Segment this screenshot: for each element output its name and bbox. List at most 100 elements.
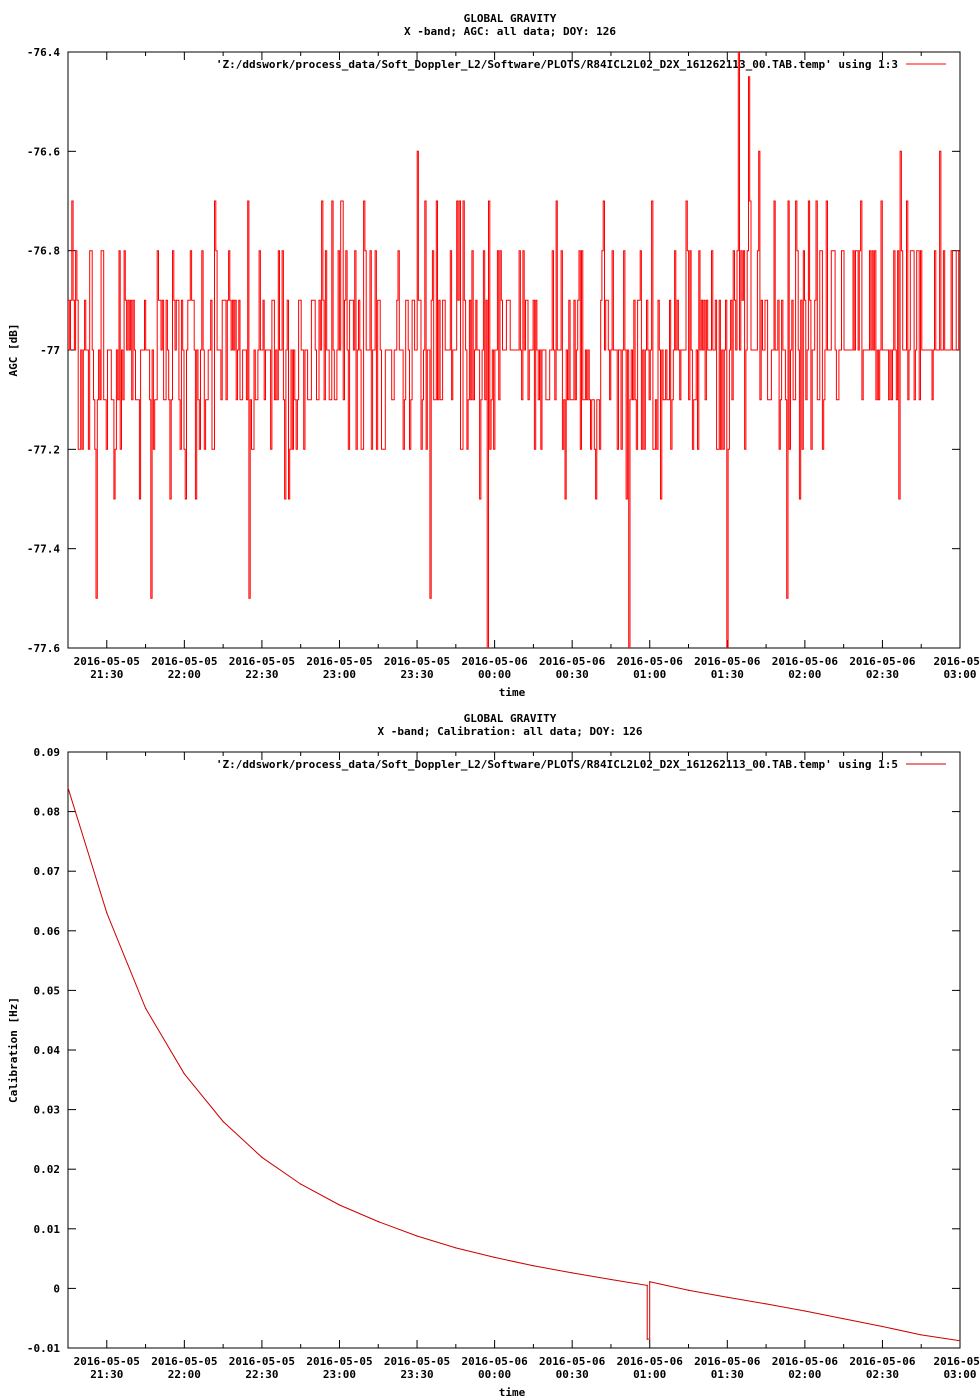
data-point	[494, 1256, 496, 1258]
data-point	[920, 1334, 922, 1336]
data-point	[338, 1204, 341, 1206]
y-tick-label: -77.4	[27, 543, 60, 556]
x-tick-time: 00:00	[478, 1368, 511, 1381]
x-tick-time: 22:30	[245, 668, 278, 681]
y-tick-label: -76.4	[27, 46, 60, 59]
x-tick-date: 2016-05-06	[772, 655, 839, 668]
x-tick-date: 2016-05-06	[849, 655, 916, 668]
data-point	[843, 1318, 845, 1320]
x-tick-date: 2016-05-05	[74, 655, 140, 668]
x-tick-time: 03:00	[943, 668, 976, 681]
x-tick-time: 02:30	[866, 668, 899, 681]
chart-subtitle: X -band; AGC: all data; DOY: 126	[404, 25, 616, 38]
series-line	[68, 787, 960, 1342]
data-point	[610, 1278, 612, 1281]
x-axis-label: time	[499, 686, 526, 699]
x-tick-time: 02:30	[866, 1368, 899, 1381]
x-tick-date: 2016-05-06	[539, 655, 606, 668]
y-tick-label: -76.8	[27, 245, 60, 258]
x-tick-date: 2016-05-06	[772, 1355, 839, 1368]
y-tick-label: 0.08	[34, 806, 61, 819]
x-tick-date: 2016-05-05	[384, 655, 450, 668]
y-tick-label: -77.2	[27, 443, 60, 456]
y-axis-label: Calibration [Hz]	[7, 997, 20, 1103]
x-tick-time: 23:30	[400, 1368, 433, 1381]
x-tick-date: 2016-05-05	[306, 1355, 372, 1368]
chart-subtitle: X -band; Calibration: all data; DOY: 126	[378, 725, 643, 738]
data-point	[455, 1247, 457, 1249]
x-tick-time: 23:00	[323, 1368, 356, 1381]
data-point	[222, 1120, 224, 1123]
x-tick-date: 2016-05-05	[384, 1355, 450, 1368]
y-tick-label: 0.06	[34, 925, 61, 938]
x-tick-date: 2016-05-06	[694, 1355, 761, 1368]
data-point	[106, 912, 108, 914]
x-tick-time: 00:00	[478, 668, 511, 681]
y-tick-label: 0.04	[34, 1044, 61, 1057]
x-tick-time: 02:00	[788, 1368, 821, 1381]
data-point	[646, 1338, 648, 1340]
y-tick-label: 0.01	[34, 1223, 61, 1236]
x-tick-date: 2016-05-05	[74, 1355, 140, 1368]
data-point	[145, 1007, 147, 1009]
x-tick-time: 01:00	[633, 668, 666, 681]
legend-label: 'Z:/ddswork/process_data/Soft_Doppler_L2…	[216, 58, 898, 71]
x-axis-label: time	[499, 1386, 526, 1399]
data-point	[765, 1303, 767, 1305]
x-tick-date: 2016-05-06	[461, 655, 528, 668]
data-point	[881, 1325, 884, 1328]
data-point	[571, 1272, 573, 1274]
data-point	[67, 787, 69, 789]
x-tick-time: 01:30	[711, 1368, 744, 1381]
x-tick-time: 02:00	[788, 668, 821, 681]
plot-frame	[67, 751, 961, 1349]
y-tick-label: -77.6	[27, 642, 60, 655]
x-tick-time: 21:30	[90, 668, 123, 681]
x-tick-date: 2016-05-06	[694, 655, 761, 668]
series-line	[68, 52, 960, 648]
x-tick-date: 2016-05-05	[306, 655, 372, 668]
x-tick-time: 21:30	[90, 1368, 123, 1381]
data-point	[646, 1284, 648, 1286]
y-tick-label: 0	[53, 1282, 60, 1295]
x-tick-time: 01:00	[633, 1368, 666, 1381]
x-tick-date: 2016-05-05	[229, 1355, 295, 1368]
data-point	[649, 1281, 651, 1283]
y-tick-label: 0.07	[34, 865, 61, 878]
x-tick-date: 2016-05-06	[617, 655, 684, 668]
y-tick-label: 0.02	[34, 1163, 61, 1176]
x-tick-date: 2016-05-06	[849, 1355, 916, 1368]
x-tick-time: 22:00	[168, 668, 201, 681]
y-tick-label: 0.03	[34, 1104, 61, 1117]
y-tick-label: 0.05	[34, 984, 61, 997]
data-point	[687, 1289, 690, 1291]
legend-label: 'Z:/ddswork/process_data/Soft_Doppler_L2…	[216, 758, 898, 771]
data-point	[377, 1221, 379, 1223]
x-tick-date: 2016-05-05	[229, 655, 295, 668]
x-tick-time: 22:00	[168, 1368, 201, 1381]
data-point	[649, 1338, 651, 1340]
data-point	[532, 1265, 535, 1267]
x-tick-time: 00:30	[556, 1368, 589, 1381]
x-tick-date: 2016-05-	[934, 655, 980, 668]
x-tick-date: 2016-05-05	[151, 655, 217, 668]
chart-title: GLOBAL GRAVITY	[464, 12, 557, 25]
data-point	[804, 1310, 806, 1312]
data-point	[959, 1340, 961, 1342]
x-tick-time: 23:00	[323, 668, 356, 681]
data-point	[183, 1073, 185, 1075]
y-tick-label: -77	[40, 344, 60, 357]
data-point	[300, 1183, 302, 1185]
x-tick-time: 03:00	[943, 1368, 976, 1381]
y-axis-label: AGC [dB]	[7, 324, 20, 377]
x-tick-time: 23:30	[400, 668, 433, 681]
data-point	[726, 1296, 728, 1298]
data-point	[416, 1235, 418, 1237]
y-tick-label: -0.01	[27, 1342, 60, 1355]
y-tick-label: 0.09	[34, 746, 61, 759]
chart-title: GLOBAL GRAVITY	[464, 712, 557, 725]
